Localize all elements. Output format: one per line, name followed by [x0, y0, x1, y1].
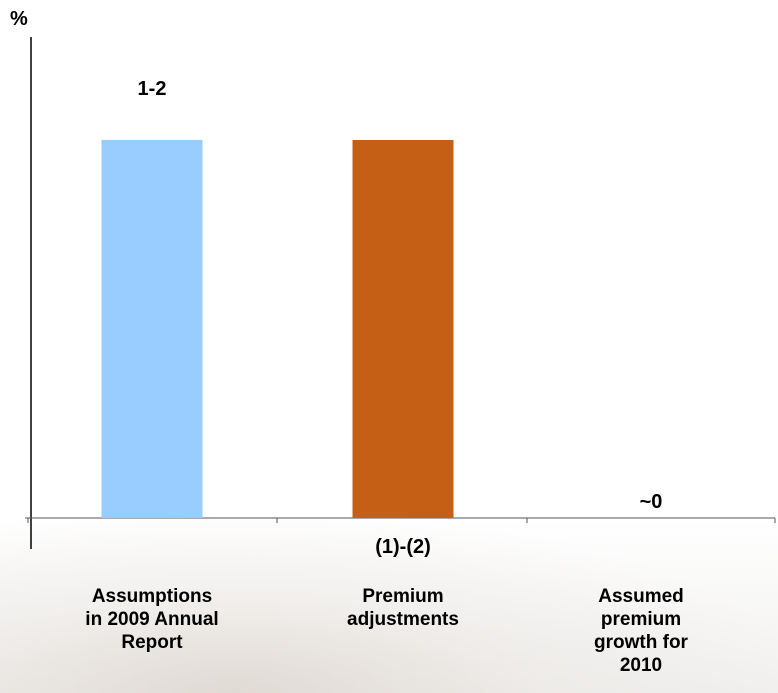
y-axis-unit-label: %	[10, 8, 28, 30]
category-label-1: Premium adjustments	[347, 586, 459, 630]
category-label-0: Assumptions in 2009 Annual Report	[85, 586, 219, 653]
data-label-2: ~0	[640, 491, 663, 513]
bar-0	[101, 140, 203, 518]
category-label-2: Assumed premium growth for 2010	[594, 586, 688, 676]
background-gradient	[0, 518, 778, 693]
bar-1	[352, 140, 454, 518]
data-label-1: (1)-(2)	[375, 536, 431, 558]
data-label-0: 1-2	[138, 78, 167, 100]
